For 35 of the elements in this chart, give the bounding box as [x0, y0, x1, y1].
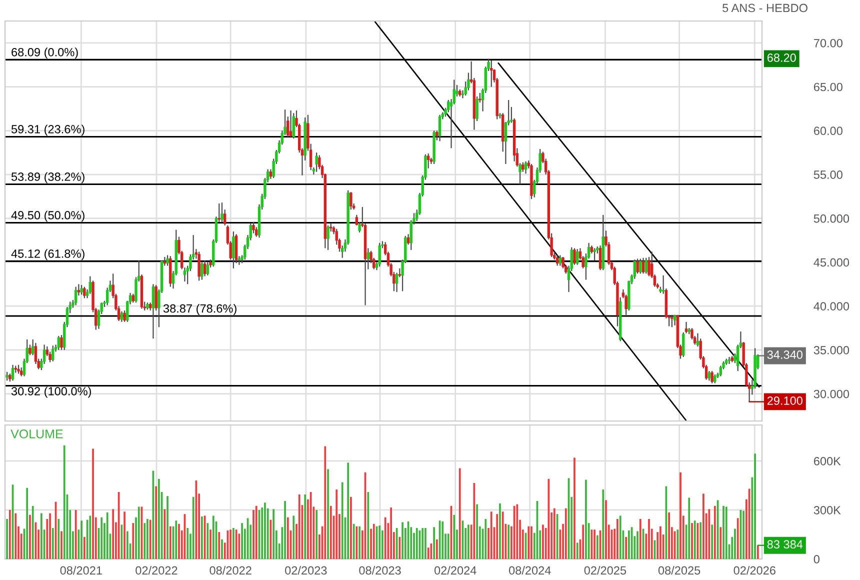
annotation: 34.340	[767, 350, 803, 359]
x-tick-label: 02/2023	[285, 566, 327, 575]
y-tick-label: 35.000	[814, 346, 850, 354]
y-tick-label: 60.00	[814, 126, 842, 136]
x-tick-label: 02/2026	[734, 566, 776, 575]
ref-line-label: 49.50 (50.0%)	[11, 210, 84, 222]
y-tick-label: 45.000	[814, 258, 850, 267]
x-tick-label: 02/2025	[584, 566, 626, 575]
x-tick-label: 08/2024	[508, 566, 551, 575]
annotation: 68.20	[767, 54, 796, 62]
ref-line-label: 68.09 (0.0%)	[12, 48, 78, 59]
ref-line-label: 38.87 (78.6%)	[163, 304, 236, 315]
x-tick-label: 08/2022	[210, 566, 252, 575]
chart-title: VOLUME	[10, 429, 63, 438]
x-tick-label: 08/2025	[658, 566, 700, 575]
ref-line-label: 59.31 (23.6%)	[11, 124, 84, 136]
y-tick-label: 30.000	[814, 390, 850, 398]
y-tick-label: 40.000	[814, 302, 850, 310]
y-tick-label: 600K	[814, 456, 841, 466]
annotation: 29.100	[767, 396, 803, 405]
y-tick-label: 65.00	[814, 82, 842, 92]
y-tick-label: 55.00	[814, 170, 842, 179]
ref-line-label: 53.89 (38.2%)	[11, 172, 84, 184]
y-tick-label: 50.000	[814, 214, 850, 223]
y-tick-label: 70.00	[814, 38, 842, 48]
ref-line-label: 30.92 (100.0%)	[11, 386, 91, 398]
x-tick-label: 02/2022	[136, 566, 178, 575]
chart-title: 5 ANS - HEBDO	[722, 4, 808, 12]
y-tick-label: 300K	[814, 506, 841, 514]
x-tick-label: 02/2024	[434, 566, 476, 575]
y-tick-label: 0	[814, 555, 820, 564]
x-tick-label: 08/2023	[359, 566, 401, 575]
annotation: 83 384	[767, 540, 803, 549]
ref-line-label: 45.12 (61.8%)	[11, 249, 84, 260]
x-tick-label: 08/2021	[60, 566, 102, 575]
